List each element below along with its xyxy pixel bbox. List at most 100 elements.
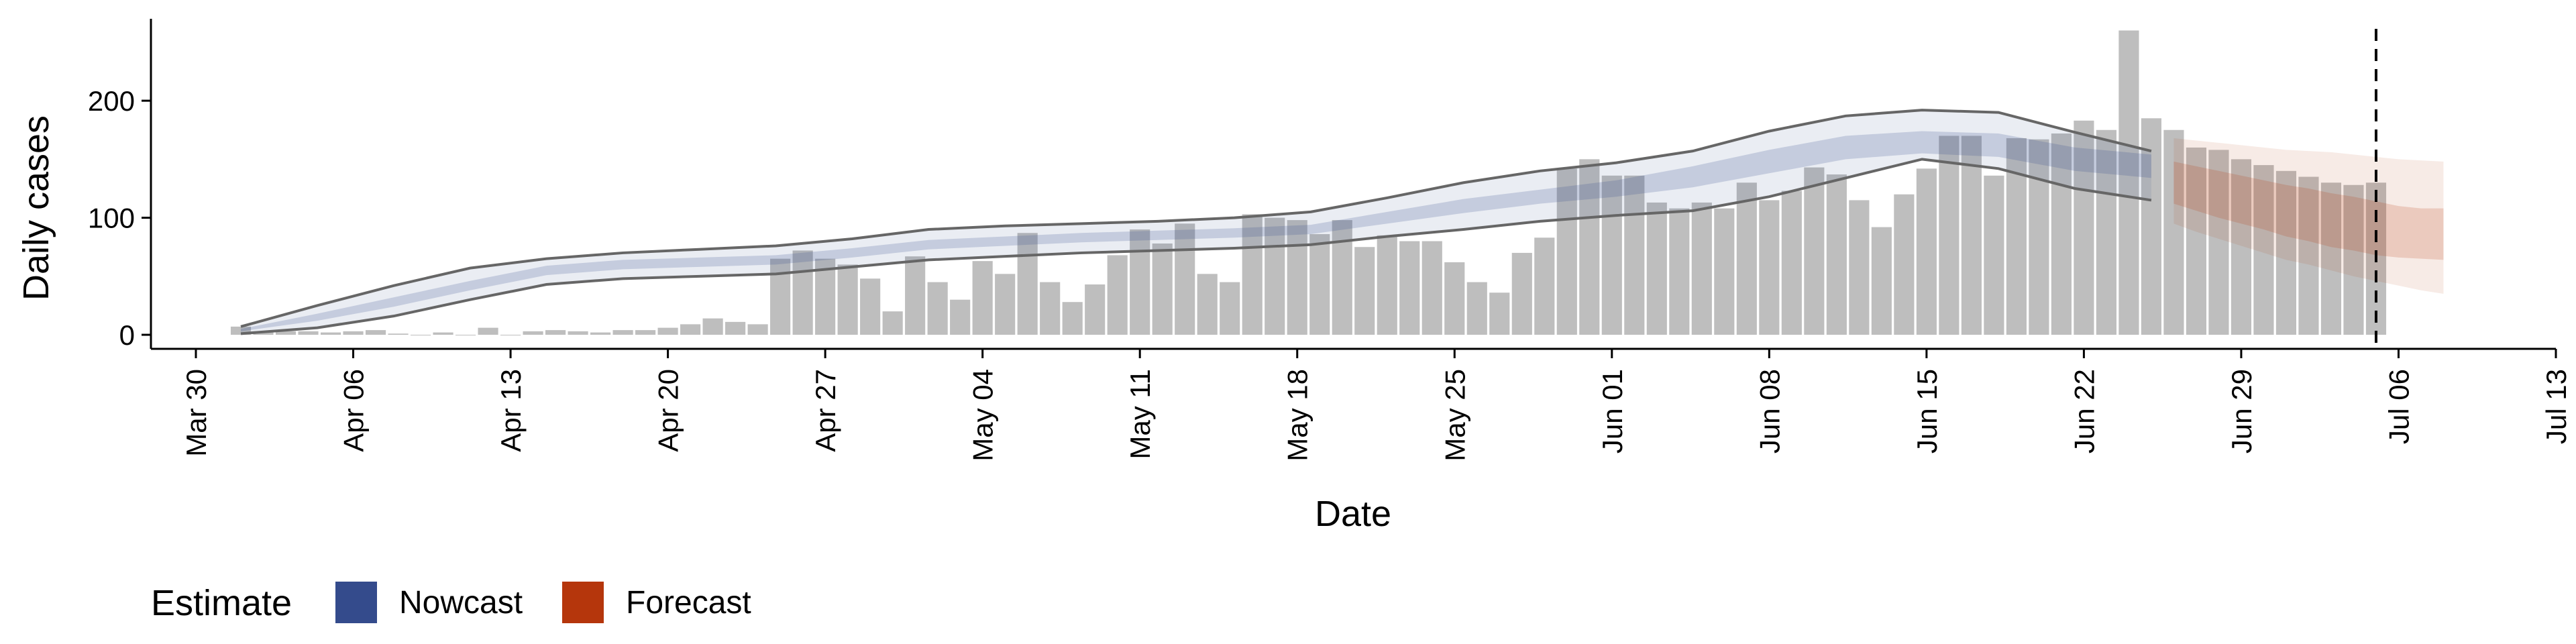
bar	[2253, 165, 2274, 335]
bar	[568, 331, 588, 335]
legend-key-forecast	[562, 582, 604, 623]
bar	[1939, 136, 1960, 335]
y-ticks: 0 100 200	[88, 85, 151, 351]
bar	[927, 282, 948, 335]
bar	[2208, 150, 2229, 335]
bar	[1691, 202, 1712, 335]
bar	[1849, 200, 1870, 335]
bar	[1466, 282, 1487, 335]
bar	[253, 332, 274, 335]
bar	[905, 256, 926, 335]
bar	[1062, 302, 1083, 335]
bar	[1894, 194, 1915, 335]
bar	[1085, 284, 1106, 335]
bar	[1984, 175, 2004, 335]
bar	[1175, 223, 1195, 335]
legend-label-forecast: Forecast	[626, 585, 751, 621]
bar	[837, 264, 858, 335]
x-tick-label: Apr 20	[653, 369, 684, 452]
bar	[1107, 255, 1128, 335]
bar	[770, 258, 791, 335]
bar	[1579, 159, 1600, 335]
bar	[702, 318, 723, 335]
bar	[2118, 30, 2139, 335]
bar	[433, 332, 453, 335]
nowcast-upper-line	[240, 109, 2152, 328]
bar	[1961, 136, 1982, 335]
bar	[2163, 129, 2184, 335]
bar	[1916, 168, 1937, 335]
bar	[275, 331, 297, 335]
bar	[388, 333, 409, 335]
nowcast-outer-band	[241, 110, 2151, 334]
bar	[995, 274, 1016, 335]
bar	[1669, 208, 1690, 335]
bar	[1332, 220, 1352, 335]
x-tick-label: Jul 13	[2540, 369, 2572, 444]
x-tick-label: May 25	[1439, 369, 1470, 462]
bar	[1804, 167, 1825, 335]
bar	[1646, 202, 1667, 335]
bar	[860, 278, 881, 335]
bar	[2275, 170, 2297, 335]
bar	[2231, 159, 2252, 335]
x-tick-label: Mar 30	[180, 369, 212, 457]
nowcast-lower-line	[240, 158, 2152, 335]
bar	[747, 324, 768, 335]
bar	[1130, 229, 1150, 335]
bar	[1736, 182, 1757, 335]
bar	[1624, 175, 1645, 335]
x-tick-label: May 11	[1124, 369, 1156, 460]
bar	[590, 332, 611, 335]
bar	[1040, 282, 1061, 335]
x-tick-label: Jun 01	[1597, 369, 1628, 453]
bar	[2343, 184, 2364, 335]
bar	[1759, 200, 1780, 335]
legend-key-nowcast	[335, 582, 377, 623]
bar	[2298, 176, 2319, 335]
bar	[950, 299, 971, 335]
x-axis-title: Date	[1315, 494, 1391, 534]
bar	[1421, 241, 1442, 335]
bar	[1197, 274, 1218, 335]
bar	[1242, 214, 1263, 335]
bar	[1556, 168, 1577, 335]
nowcast-inner-band	[241, 131, 2151, 331]
bar	[1781, 191, 1802, 335]
bar	[1220, 282, 1240, 335]
bar	[1017, 233, 1038, 335]
bar	[792, 250, 813, 335]
x-tick-label: Jun 15	[1911, 369, 1943, 453]
bar	[1534, 237, 1555, 335]
legend: Estimate Nowcast Forecast	[151, 582, 751, 623]
x-tick-label: Jun 08	[1754, 369, 1785, 453]
bar	[320, 332, 341, 335]
x-tick-label: May 18	[1282, 369, 1313, 462]
bar	[523, 331, 543, 335]
y-tick-label: 200	[88, 85, 135, 117]
x-tick-label: Apr 06	[338, 369, 370, 452]
bars-layer	[230, 30, 2387, 336]
bar	[1871, 227, 1892, 335]
bar	[1265, 217, 1285, 335]
bar	[815, 258, 836, 335]
bar	[2320, 182, 2342, 335]
bar	[972, 261, 993, 335]
bar	[1377, 235, 1397, 335]
bar	[1354, 247, 1375, 335]
x-tick-label: May 04	[967, 369, 999, 462]
bar	[365, 330, 386, 335]
bar	[1489, 292, 1510, 335]
bar	[2096, 129, 2116, 335]
bar	[2186, 147, 2207, 335]
bar	[478, 327, 498, 335]
bar	[725, 321, 746, 335]
legend-title: Estimate	[151, 583, 292, 623]
bar	[2074, 120, 2094, 335]
x-tick-label: Jun 22	[2068, 369, 2100, 453]
bar	[680, 324, 701, 335]
bar	[1444, 262, 1465, 335]
bar	[882, 311, 903, 335]
bar	[545, 330, 566, 335]
